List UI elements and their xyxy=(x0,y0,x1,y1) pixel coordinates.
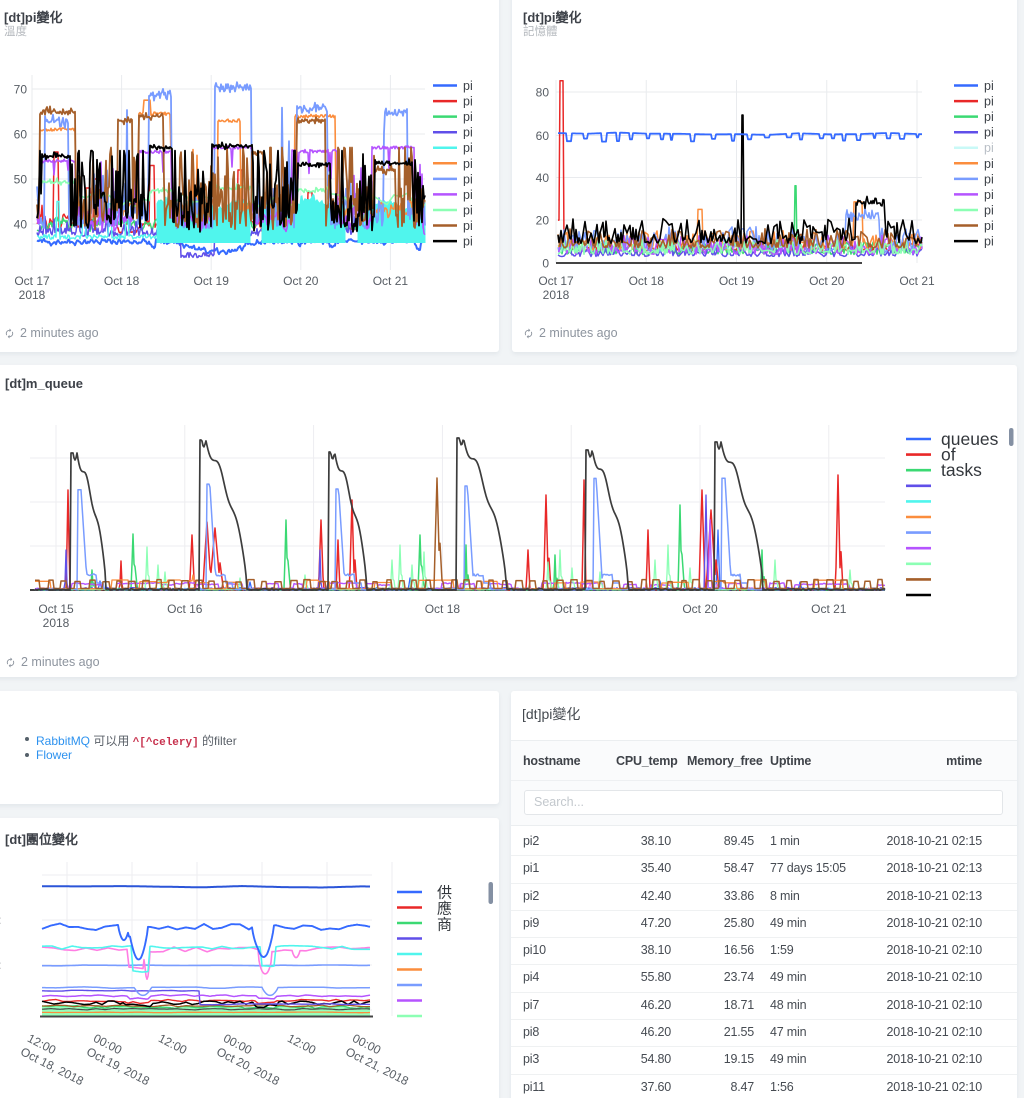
svg-text:70: 70 xyxy=(14,83,28,97)
svg-text:Oct 17: Oct 17 xyxy=(538,274,574,288)
svg-text:Oct 17: Oct 17 xyxy=(296,602,332,616)
svg-text::: : xyxy=(0,913,1,927)
svg-text:2018: 2018 xyxy=(543,288,570,302)
svg-text:pi: pi xyxy=(984,79,994,93)
svg-text:00:00Oct 20, 2018: 00:00Oct 20, 2018 xyxy=(214,1031,289,1088)
svg-text:pi: pi xyxy=(984,95,994,109)
svg-text:pi: pi xyxy=(463,79,473,93)
svg-text:pi: pi xyxy=(984,157,994,171)
svg-text:pi: pi xyxy=(463,219,473,233)
svg-text:80: 80 xyxy=(536,86,550,100)
svg-text::: : xyxy=(0,958,1,972)
svg-text:pi: pi xyxy=(984,219,994,233)
svg-text:pi: pi xyxy=(984,126,994,140)
svg-text:pi: pi xyxy=(984,172,994,186)
svg-text:60: 60 xyxy=(14,128,28,142)
svg-text:pi: pi xyxy=(463,157,473,171)
svg-text:pi: pi xyxy=(463,141,473,155)
svg-text:pi: pi xyxy=(463,235,473,249)
svg-text:pi: pi xyxy=(463,172,473,186)
svg-text:60: 60 xyxy=(536,129,550,143)
svg-text:Oct 15: Oct 15 xyxy=(38,602,74,616)
svg-text:20: 20 xyxy=(536,214,550,228)
svg-text:Oct 19: Oct 19 xyxy=(194,274,230,288)
svg-text:40: 40 xyxy=(536,171,550,185)
svg-text:queues: queues xyxy=(941,429,999,449)
svg-text:pi: pi xyxy=(984,110,994,124)
svg-text:pi: pi xyxy=(463,188,473,202)
svg-text:Oct 18: Oct 18 xyxy=(104,274,140,288)
svg-text:Oct 21: Oct 21 xyxy=(373,274,409,288)
svg-text:pi: pi xyxy=(984,141,994,155)
svg-text:應: 應 xyxy=(437,900,452,918)
svg-text:Oct 17: Oct 17 xyxy=(14,274,50,288)
svg-text:Oct 20: Oct 20 xyxy=(809,274,845,288)
svg-text:2018: 2018 xyxy=(19,288,46,302)
svg-text:2018: 2018 xyxy=(43,616,70,630)
svg-text:0: 0 xyxy=(542,257,549,271)
svg-text:Oct 18: Oct 18 xyxy=(629,274,665,288)
svg-text:of: of xyxy=(941,445,956,465)
svg-text:00:00Oct 19, 2018: 00:00Oct 19, 2018 xyxy=(84,1031,159,1088)
svg-text:pi: pi xyxy=(463,204,473,218)
svg-text:Oct 21: Oct 21 xyxy=(811,602,847,616)
svg-text:Oct 18: Oct 18 xyxy=(425,602,461,616)
svg-text:pi: pi xyxy=(984,204,994,218)
svg-text:pi: pi xyxy=(984,235,994,249)
svg-text:供: 供 xyxy=(437,885,452,902)
svg-text:12:00: 12:00 xyxy=(156,1031,189,1057)
svg-text:商: 商 xyxy=(437,917,452,934)
svg-text:Oct 19: Oct 19 xyxy=(554,602,590,616)
svg-text:00:00Oct 21, 2018: 00:00Oct 21, 2018 xyxy=(343,1031,418,1088)
svg-text:12:00: 12:00 xyxy=(285,1031,318,1057)
svg-text:12:00Oct 18, 2018: 12:00Oct 18, 2018 xyxy=(18,1031,93,1088)
svg-text:Oct 20: Oct 20 xyxy=(682,602,718,616)
svg-text:Oct 21: Oct 21 xyxy=(899,274,935,288)
svg-text:tasks: tasks xyxy=(941,460,982,480)
svg-text:Oct 20: Oct 20 xyxy=(283,274,319,288)
svg-text:pi: pi xyxy=(984,188,994,202)
svg-text:Oct 19: Oct 19 xyxy=(719,274,755,288)
svg-text:pi: pi xyxy=(463,95,473,109)
svg-text:pi: pi xyxy=(463,126,473,140)
svg-text:50: 50 xyxy=(14,173,28,187)
svg-text:40: 40 xyxy=(14,218,28,232)
svg-text:pi: pi xyxy=(463,110,473,124)
svg-text:Oct 16: Oct 16 xyxy=(167,602,203,616)
